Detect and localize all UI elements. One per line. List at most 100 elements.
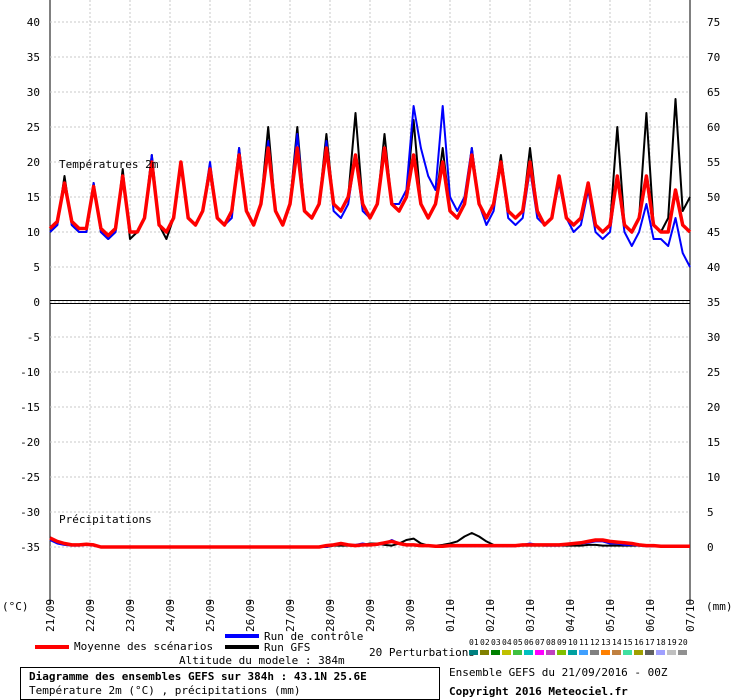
- diagram-title: Diagramme des ensembles GEFS sur 384h : …: [29, 670, 367, 683]
- left-tick-label: 30: [27, 86, 40, 99]
- left-axis-unit: (°C): [2, 600, 29, 613]
- right-tick-label: 75: [707, 16, 720, 29]
- precipitation-line-0: [49, 536, 690, 549]
- ensemble-chart: 40 35 30 25 20 15 10 5 0 -5 -10 -15 -20 -25 -30 -35 75 70…: [2, 0, 733, 632]
- temperature-line-1: [49, 105, 691, 268]
- perturbation-number: 03: [491, 638, 501, 647]
- right-tick-label: 60: [707, 121, 720, 134]
- x-tick-label: 05/10: [604, 599, 617, 632]
- perturbation-swatch: [502, 650, 511, 655]
- x-tick-label: 27/09: [284, 599, 297, 632]
- legend-mean-swatch: [35, 645, 69, 649]
- perturbation-number: 18: [656, 638, 666, 647]
- perturbation-swatch: [678, 650, 687, 655]
- title-box: Diagramme des ensembles GEFS sur 384h : …: [20, 667, 440, 700]
- perturbation-swatch: [557, 650, 566, 655]
- left-tick-label: -5: [27, 331, 40, 344]
- right-axis-unit: (mm): [706, 600, 733, 613]
- legend-control-swatch: [225, 634, 259, 638]
- perturbation-number: 12: [590, 638, 600, 647]
- perturbation-swatch: [568, 650, 577, 655]
- left-tick-label: -15: [20, 401, 40, 414]
- x-tick-label: 03/10: [524, 599, 537, 632]
- x-tick-label: 24/09: [164, 599, 177, 632]
- left-tick-label: -20: [20, 436, 40, 449]
- perturbation-number: 05: [513, 638, 523, 647]
- x-tick-label: 28/09: [324, 599, 337, 632]
- perturbation-number: 14: [612, 638, 622, 647]
- copyright: Copyright 2016 Meteociel.fr: [449, 685, 628, 698]
- perturbation-swatch: [645, 650, 654, 655]
- perturbation-number: 04: [502, 638, 512, 647]
- x-tick-label: 02/10: [484, 599, 497, 632]
- perturbation-number: 17: [645, 638, 655, 647]
- x-tick-label: 22/09: [84, 599, 97, 632]
- right-tick-label: 25: [707, 366, 720, 379]
- x-tick-label: 26/09: [244, 599, 257, 632]
- left-tick-label: 35: [27, 51, 40, 64]
- left-tick-label: -35: [20, 541, 40, 554]
- perturbation-swatch: [513, 650, 522, 655]
- perturbation-swatch: [546, 650, 555, 655]
- x-tick-label: 30/09: [404, 599, 417, 632]
- x-tick-label: 29/09: [364, 599, 377, 632]
- perturbation-number: 09: [557, 638, 567, 647]
- left-tick-label: 15: [27, 191, 40, 204]
- perturbation-swatch: [590, 650, 599, 655]
- legend-mean-label: Moyenne des scénarios: [74, 640, 214, 653]
- perturbation-number: 13: [601, 638, 611, 647]
- x-tick-label: 25/09: [204, 599, 217, 632]
- right-tick-label: 70: [707, 51, 720, 64]
- left-tick-label: -10: [20, 366, 40, 379]
- perturbation-number: 20: [678, 638, 688, 647]
- left-tick-label: 10: [27, 226, 40, 239]
- perturbation-swatch: [524, 650, 533, 655]
- left-tick-label: 25: [27, 121, 40, 134]
- precipitation-label: Précipitations: [59, 513, 152, 526]
- x-tick-label: 04/10: [564, 599, 577, 632]
- right-tick-label: 0: [707, 541, 714, 554]
- tick-labels: 40 35 30 25 20 15 10 5 0 -5 -10 -15 -20 -25 -30 -35 75 70…: [20, 16, 720, 632]
- perturbation-swatch: [623, 650, 632, 655]
- x-tick-label: 21/09: [44, 599, 57, 632]
- run-info: Ensemble GEFS du 21/09/2016 - 00Z: [449, 666, 668, 679]
- perturbation-swatch: [491, 650, 500, 655]
- temperature-label: Températures 2m: [59, 158, 159, 171]
- right-tick-label: 20: [707, 401, 720, 414]
- right-tick-label: 10: [707, 471, 720, 484]
- temperature-line-0: [48, 146, 692, 238]
- legend-gfs-swatch: [225, 645, 259, 649]
- perturbation-number: 07: [535, 638, 545, 647]
- altitude-text: Altitude du modele : 384m: [179, 654, 345, 667]
- left-tick-label: -25: [20, 471, 40, 484]
- series-lines: [48, 98, 692, 549]
- diagram-subtitle: Température 2m (°C) , précipitations (mm…: [29, 684, 301, 697]
- perturbation-swatch: [535, 650, 544, 655]
- left-tick-label: 20: [27, 156, 40, 169]
- perturbation-number: 10: [568, 638, 578, 647]
- left-tick-label: 40: [27, 16, 40, 29]
- perturbation-swatch: [579, 650, 588, 655]
- x-tick-label: 23/09: [124, 599, 137, 632]
- x-tick-label: 06/10: [644, 599, 657, 632]
- x-tick-label: 01/10: [444, 599, 457, 632]
- perturbation-swatch: [612, 650, 621, 655]
- perturbation-number: 11: [579, 638, 589, 647]
- right-tick-label: 45: [707, 226, 720, 239]
- left-tick-label: -30: [20, 506, 40, 519]
- perturbation-number: 16: [634, 638, 644, 647]
- right-tick-label: 30: [707, 331, 720, 344]
- grid: [49, 0, 691, 604]
- perturbation-swatch: [480, 650, 489, 655]
- perturbation-number: 02: [480, 638, 490, 647]
- right-tick-label: 5: [707, 506, 714, 519]
- perturbation-number: 19: [667, 638, 677, 647]
- perturbation-number: 01: [469, 638, 479, 647]
- perturbation-swatch: [656, 650, 665, 655]
- right-tick-label: 15: [707, 436, 720, 449]
- right-tick-label: 65: [707, 86, 720, 99]
- left-tick-label: 0: [33, 296, 40, 309]
- right-tick-label: 55: [707, 156, 720, 169]
- right-tick-label: 35: [707, 296, 720, 309]
- perturbation-number: 06: [524, 638, 534, 647]
